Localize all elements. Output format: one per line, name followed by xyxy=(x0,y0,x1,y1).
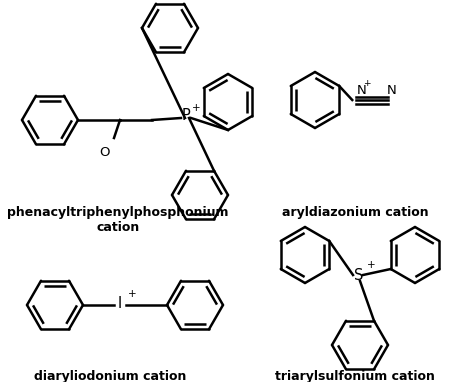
Text: phenacyltriphenylphosphonium
cation: phenacyltriphenylphosphonium cation xyxy=(7,206,229,234)
Text: triarylsulfonium cation: triarylsulfonium cation xyxy=(275,370,435,382)
Text: I: I xyxy=(118,296,122,311)
Text: +: + xyxy=(367,260,375,270)
Text: +: + xyxy=(191,103,201,113)
Text: N: N xyxy=(356,84,366,97)
Text: N: N xyxy=(386,84,396,97)
Text: P: P xyxy=(182,108,191,123)
Text: S: S xyxy=(354,267,364,283)
Text: +: + xyxy=(128,289,137,299)
Text: O: O xyxy=(100,146,110,159)
Text: diaryliodonium cation: diaryliodonium cation xyxy=(34,370,186,382)
Text: +: + xyxy=(364,78,371,87)
Text: aryldiazonium cation: aryldiazonium cation xyxy=(282,206,428,219)
